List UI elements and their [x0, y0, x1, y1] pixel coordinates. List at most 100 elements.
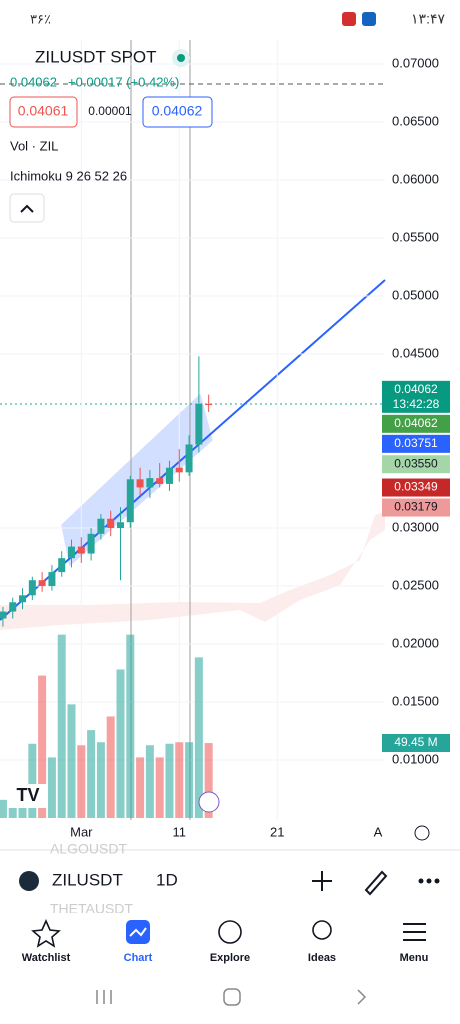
volume-bar — [155, 757, 164, 818]
clock: ۱۳:۴۷ — [411, 11, 445, 27]
candle-body — [77, 546, 85, 554]
x-tick-label: 11 — [173, 824, 187, 839]
auto-scale[interactable]: A — [374, 824, 383, 839]
volume-bar — [106, 716, 115, 818]
y-tick-label: 0.03000 — [392, 519, 439, 534]
symbol[interactable]: ZILUSDT — [52, 870, 123, 889]
candle-body — [205, 403, 213, 406]
y-tick-label: 0.07000 — [392, 55, 439, 70]
ichimoku-indicator: Ichimoku 9 26 52 26 — [10, 168, 127, 183]
prev-symbol: ALGOUSDT — [50, 841, 127, 857]
candle-body — [48, 572, 56, 587]
spread: 0.00001 — [88, 104, 132, 118]
app-icon — [362, 12, 376, 26]
ask[interactable]: 0.04062 — [152, 103, 203, 119]
volume-bar — [67, 704, 76, 818]
y-tick-label: 0.06500 — [392, 113, 439, 128]
volume-bar — [175, 742, 184, 818]
price-label-box — [382, 434, 450, 453]
explore-icon — [218, 920, 242, 944]
volume-bar — [116, 669, 125, 818]
settings-button[interactable] — [414, 825, 430, 841]
y-tick-label: 0.05500 — [392, 229, 439, 244]
y-tick-label: 0.01500 — [392, 693, 439, 708]
recent-apps[interactable] — [96, 990, 112, 1004]
app-icon — [342, 12, 356, 26]
volume-bar — [204, 743, 213, 818]
candle-body — [107, 518, 115, 529]
chevron-up — [20, 204, 34, 213]
price-label-box — [382, 478, 450, 497]
volume-bar — [38, 675, 47, 818]
nav-label[interactable]: Menu — [400, 952, 429, 964]
collapse-button[interactable] — [9, 193, 45, 223]
volume-bar — [57, 634, 66, 818]
candle-body — [185, 444, 193, 473]
volume-bar — [126, 634, 135, 818]
countdown: 13:42:28 — [393, 397, 440, 411]
candle-body — [116, 522, 124, 529]
volume-bar — [185, 742, 194, 818]
bid[interactable]: 0.04061 — [18, 103, 69, 119]
ideas-icon — [312, 920, 332, 940]
candle-body — [165, 467, 173, 484]
candle-body — [146, 478, 154, 488]
candle-body — [68, 546, 76, 559]
volume-bar — [194, 657, 203, 818]
menu-icon — [403, 923, 426, 941]
price-label-box — [382, 414, 450, 433]
chart-area — [0, 40, 386, 820]
volume-bar — [96, 742, 105, 818]
candle-body — [97, 518, 105, 534]
back-button[interactable] — [357, 989, 367, 1005]
more-button[interactable] — [418, 878, 440, 884]
volume-bar — [47, 757, 56, 818]
watchlist-icon — [31, 919, 61, 948]
symbol-icon — [19, 871, 39, 891]
y-tick-label: 0.04500 — [392, 345, 439, 360]
price-label-box — [382, 455, 450, 474]
tv-logo-bg — [8, 784, 48, 808]
price-label: 0.03550 — [394, 456, 438, 470]
nav-label[interactable]: Chart — [124, 952, 153, 964]
candle-body — [126, 479, 134, 523]
x-tick-label: Mar — [70, 824, 93, 839]
candle-body — [195, 403, 203, 445]
candle-body — [0, 611, 7, 619]
nav-label[interactable]: Watchlist — [22, 952, 71, 964]
bid-box[interactable] — [9, 96, 78, 128]
symbol-title: ZILUSDT SPOT — [35, 47, 157, 66]
nav-label[interactable]: Ideas — [308, 952, 336, 964]
market-status-dot — [177, 54, 185, 62]
candle-body — [58, 558, 66, 573]
ask-box[interactable] — [142, 96, 213, 128]
price-label: 0.04062 — [394, 382, 438, 396]
candle-body — [87, 533, 95, 554]
price-change: +0.00017 (+0.42%) — [68, 74, 179, 89]
candle-body — [9, 602, 17, 612]
candle-body — [19, 595, 27, 603]
price-label: 0.03179 — [394, 500, 438, 514]
home-button[interactable] — [223, 988, 241, 1006]
y-tick-label: 0.05000 — [392, 287, 439, 302]
price-label-box — [382, 380, 450, 413]
lightning-button[interactable] — [198, 791, 220, 813]
nav-label[interactable]: Explore — [210, 952, 250, 964]
interval[interactable]: 1D — [156, 870, 178, 889]
volume-bar — [145, 745, 154, 818]
x-tick-label: 21 — [270, 824, 284, 839]
y-tick-label: 0.02000 — [392, 635, 439, 650]
volume-bar — [28, 743, 37, 818]
ichimoku-cloud — [0, 512, 385, 630]
price-label: 0.03349 — [394, 480, 438, 494]
y-tick-label: 0.06000 — [392, 171, 439, 186]
price-label-box — [382, 498, 450, 517]
y-tick-label: 0.01000 — [392, 751, 439, 766]
candle-body — [38, 580, 46, 587]
price-label: 0.03751 — [394, 436, 438, 450]
add-button[interactable] — [312, 871, 332, 891]
draw-button[interactable] — [364, 870, 388, 896]
volume-bar — [77, 745, 86, 818]
